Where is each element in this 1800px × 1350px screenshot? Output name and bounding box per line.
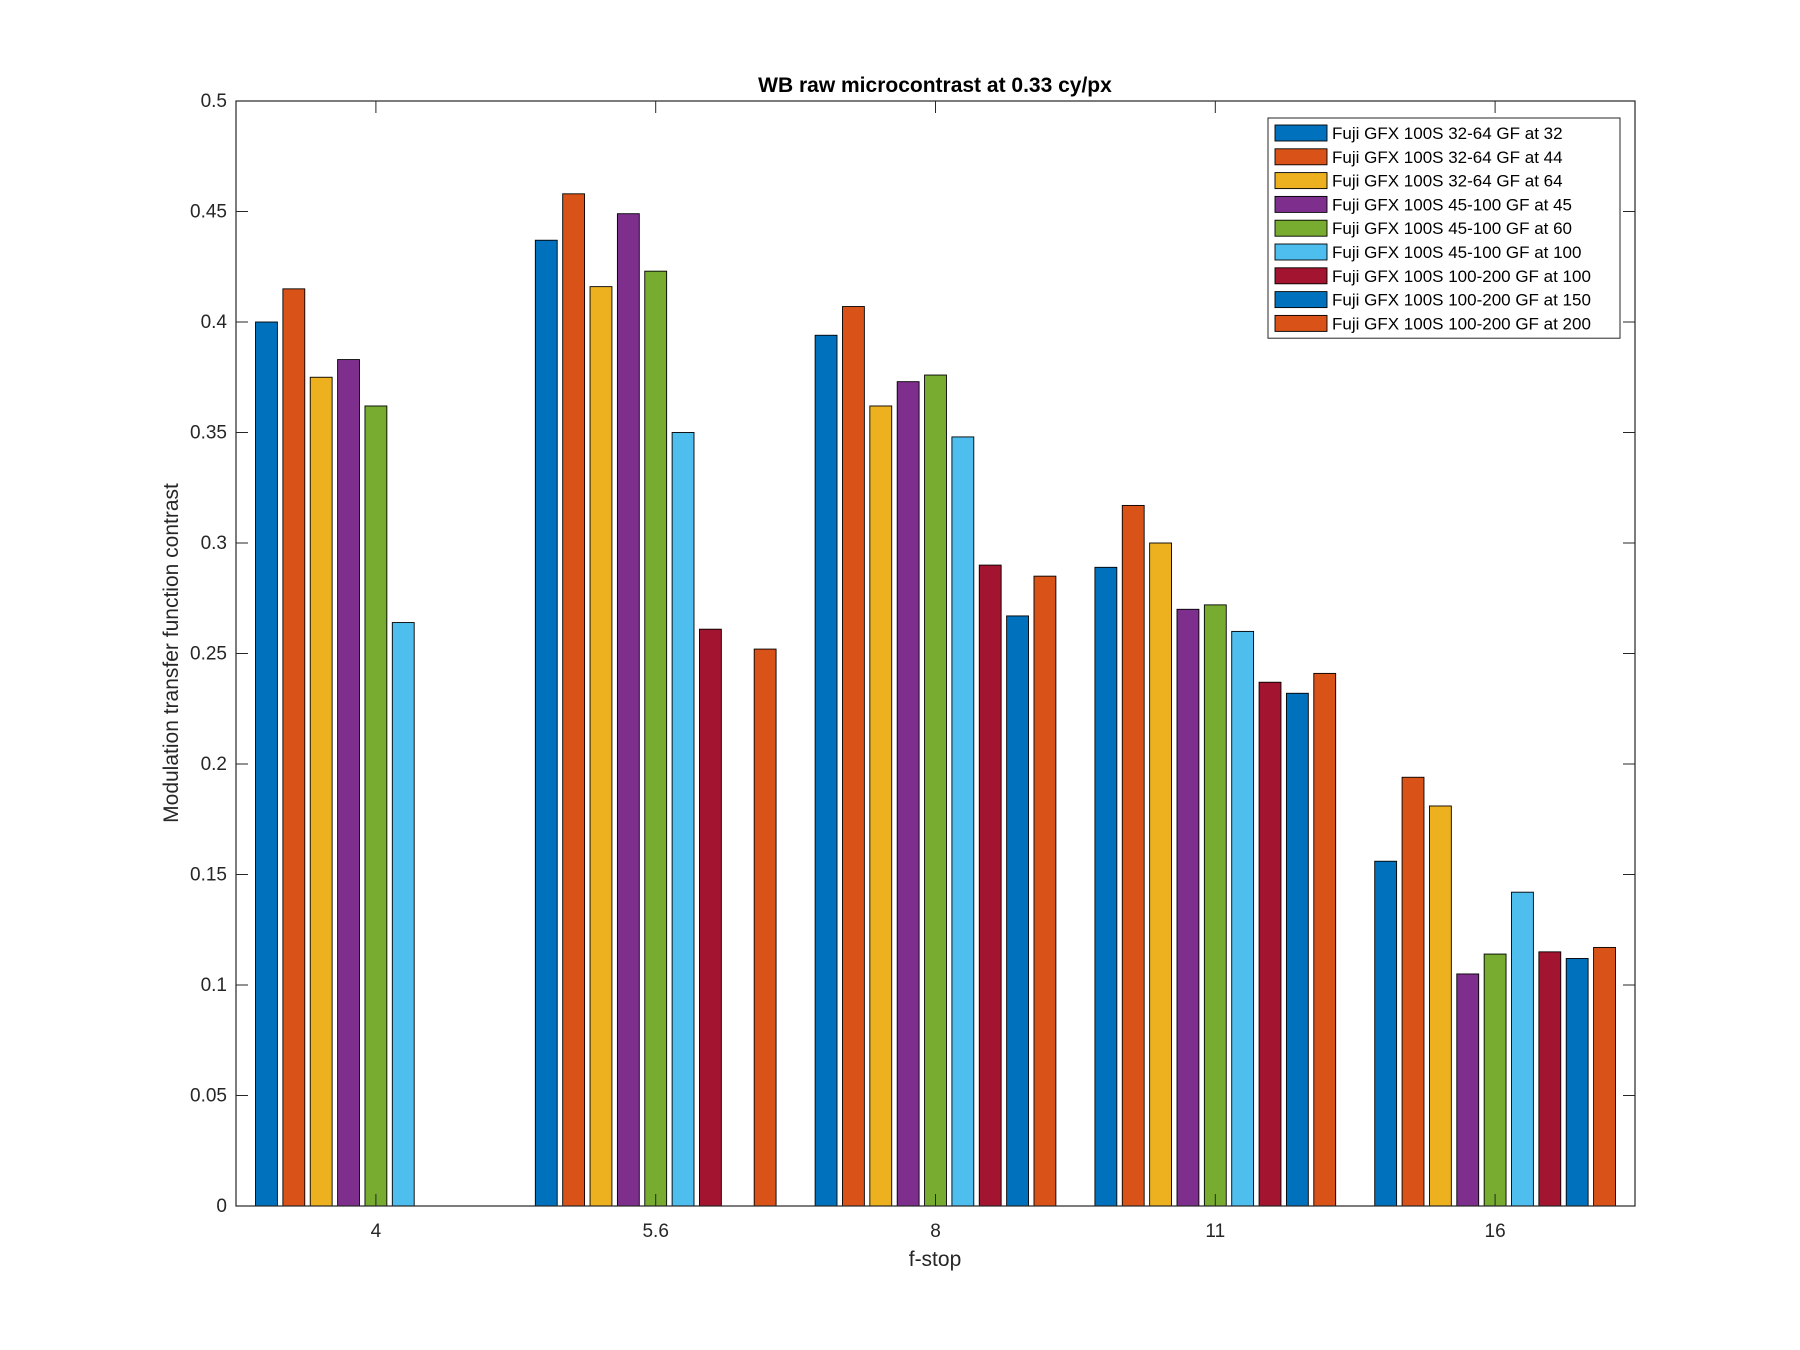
legend-swatch [1274,219,1328,237]
legend-swatch [1274,291,1328,309]
bar [924,374,947,1207]
bar [1313,672,1337,1207]
bar [1033,575,1057,1207]
bar [1094,566,1118,1207]
legend-entry-label: Fuji GFX 100S 100-200 GF at 200 [1332,314,1591,333]
bar [1538,951,1562,1207]
legend-entry-label: Fuji GFX 100S 100-200 GF at 150 [1332,291,1591,310]
bar [978,564,1002,1207]
bar [1231,630,1255,1207]
bar [951,436,975,1207]
bar [1565,958,1589,1207]
bar [1593,946,1616,1207]
x-tick-label: 5.6 [642,1221,668,1242]
bar [309,376,333,1207]
bar [753,648,777,1207]
legend: Fuji GFX 100S 32-64 GF at 32 Fuji GFX 100… [1267,117,1621,339]
bar [1374,860,1398,1207]
bar [616,213,640,1207]
chart-title: WB raw microcontrast at 0.33 cy/px [758,74,1112,97]
y-tick-label: 0.1 [201,975,227,996]
bar [1428,805,1452,1207]
bar [282,288,306,1207]
legend-entry-label: Fuji GFX 100S 32-64 GF at 64 [1332,172,1563,191]
bar [1401,776,1425,1207]
legend-swatch [1274,267,1328,285]
bar [1121,504,1145,1207]
legend-entry-label: Fuji GFX 100S 100-200 GF at 100 [1332,267,1591,286]
bar [1456,973,1480,1207]
y-tick-label: 0.15 [190,865,227,886]
bar [644,270,668,1207]
ticks-layer: 0 0.05 0.1 0.15 0.2 0.25 0.3 0.35 0.4 0.45 0.5 4 5.6… [190,91,1635,1242]
legend-swatch [1274,172,1328,190]
bar [589,286,613,1207]
bar [1258,681,1282,1207]
y-tick-label: 0.5 [201,91,227,112]
y-tick-label: 0.45 [190,202,227,223]
bar [1006,615,1029,1207]
bar [671,432,695,1207]
bar [814,334,838,1207]
bars-layer [255,193,1616,1207]
x-tick-label: 4 [371,1221,382,1242]
legend-entry-label: Fuji GFX 100S 32-64 GF at 32 [1332,124,1563,143]
bar [896,381,920,1207]
bar [562,193,586,1207]
bar [699,628,722,1207]
x-tick-label: 16 [1485,1221,1506,1242]
x-tick-label: 11 [1205,1221,1225,1242]
legend-entry-label: Fuji GFX 100S 45-100 GF at 60 [1332,219,1572,238]
legend-swatch [1274,243,1328,261]
axes-box [235,100,1636,1207]
x-tick-label: 8 [930,1221,941,1242]
bar [869,405,893,1207]
bar [1511,891,1534,1207]
legend-entry-label: Fuji GFX 100S 45-100 GF at 45 [1332,195,1572,214]
bar [1149,542,1172,1207]
legend-swatch [1274,314,1328,332]
bar [364,405,388,1207]
bar [337,359,360,1207]
bar [255,321,278,1207]
x-axis-label: f-stop [909,1248,962,1271]
y-tick-label: 0 [216,1196,227,1217]
y-tick-label: 0.4 [201,312,228,333]
legend-swatch [1274,148,1328,166]
legend-swatch [1274,124,1328,142]
bar [1203,604,1227,1207]
y-tick-label: 0.05 [190,1086,227,1107]
legend-entry-label: Fuji GFX 100S 32-64 GF at 44 [1332,148,1563,167]
bar [391,622,415,1207]
bar [1285,692,1309,1207]
y-tick-label: 0.2 [201,754,227,775]
bar [1483,953,1507,1207]
legend-entry-label: Fuji GFX 100S 45-100 GF at 100 [1332,243,1581,262]
y-tick-label: 0.3 [201,533,227,554]
bar [1176,608,1200,1207]
bar [534,239,558,1207]
y-axis-label: Modulation transfer function contrast [160,483,183,823]
bar [842,306,865,1207]
y-tick-label: 0.35 [190,423,227,444]
legend-swatch [1274,195,1328,213]
y-tick-label: 0.25 [190,644,227,665]
